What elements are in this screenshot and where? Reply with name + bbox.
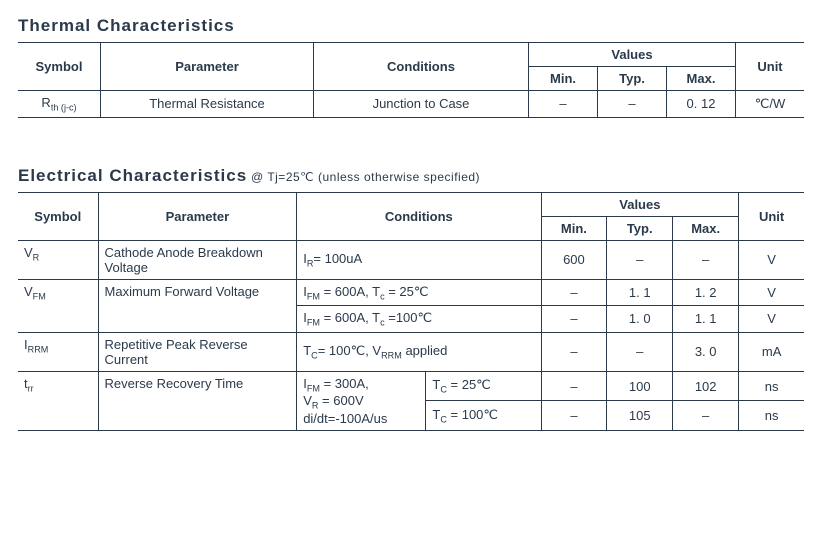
cell-symbol: VR	[18, 240, 98, 279]
cell-conditions: IFM = 600A, Tc = 25℃	[297, 279, 541, 306]
cell-min: –	[541, 371, 607, 401]
th-parameter: Parameter	[101, 43, 314, 91]
cell-conditions: TC= 100℃, VRRM applied	[297, 332, 541, 371]
cell-parameter: Reverse Recovery Time	[98, 371, 297, 430]
cell-typ: –	[607, 332, 673, 371]
cell-unit: V	[739, 279, 804, 306]
cell-max: 3. 0	[673, 332, 739, 371]
th-values: Values	[541, 192, 739, 216]
th-max: Max.	[667, 67, 736, 91]
cell-max: 0. 12	[667, 91, 736, 118]
th-parameter: Parameter	[98, 192, 297, 240]
th-unit: Unit	[736, 43, 805, 91]
thermal-table: Symbol Parameter Conditions Values Unit …	[18, 42, 804, 118]
cell-parameter: Cathode Anode Breakdown Voltage	[98, 240, 297, 279]
cell-min: –	[541, 306, 607, 333]
th-typ: Typ.	[607, 216, 673, 240]
cell-typ: –	[598, 91, 667, 118]
table-row: IRRM Repetitive Peak Reverse Current TC=…	[18, 332, 804, 371]
cell-unit: mA	[739, 332, 804, 371]
th-symbol: Symbol	[18, 43, 101, 91]
th-conditions: Conditions	[297, 192, 541, 240]
th-min: Min.	[529, 67, 598, 91]
cell-parameter: Thermal Resistance	[101, 91, 314, 118]
cell-conditions: Junction to Case	[314, 91, 529, 118]
th-min: Min.	[541, 216, 607, 240]
cell-min: –	[541, 332, 607, 371]
cell-unit: V	[739, 240, 804, 279]
th-unit: Unit	[739, 192, 804, 240]
cell-conditions-right: TC = 25℃	[426, 371, 541, 401]
cell-typ: 1. 0	[607, 306, 673, 333]
cell-min: –	[541, 279, 607, 306]
cell-typ: 1. 1	[607, 279, 673, 306]
cell-max: –	[673, 401, 739, 431]
electrical-title: Electrical Characteristics @ Tj=25℃ (unl…	[18, 166, 804, 186]
cell-symbol: IRRM	[18, 332, 98, 371]
cell-max: –	[673, 240, 739, 279]
cell-parameter: Maximum Forward Voltage	[98, 279, 297, 332]
cell-typ: 100	[607, 371, 673, 401]
cell-unit: ℃/W	[736, 91, 805, 118]
cell-parameter: Repetitive Peak Reverse Current	[98, 332, 297, 371]
th-typ: Typ.	[598, 67, 667, 91]
cell-min: –	[541, 401, 607, 431]
cell-max: 1. 1	[673, 306, 739, 333]
cell-conditions: IR= 100uA	[297, 240, 541, 279]
cell-conditions-left: IFM = 300A, VR = 600V di/dt=-100A/us	[297, 371, 426, 430]
cell-min: –	[529, 91, 598, 118]
electrical-table: Symbol Parameter Conditions Values Unit …	[18, 192, 804, 431]
cell-unit: ns	[739, 401, 804, 431]
cell-typ: –	[607, 240, 673, 279]
cell-symbol: Rth (j-c)	[18, 91, 101, 118]
cell-unit: V	[739, 306, 804, 333]
thermal-title: Thermal Characteristics	[18, 16, 804, 36]
cell-conditions: IFM = 600A, Tc =100℃	[297, 306, 541, 333]
cell-max: 1. 2	[673, 279, 739, 306]
th-values: Values	[529, 43, 736, 67]
table-row: VFM Maximum Forward Voltage IFM = 600A, …	[18, 279, 804, 306]
cell-min: 600	[541, 240, 607, 279]
th-conditions: Conditions	[314, 43, 529, 91]
table-row: trr Reverse Recovery Time IFM = 300A, VR…	[18, 371, 804, 401]
cell-typ: 105	[607, 401, 673, 431]
table-row: VR Cathode Anode Breakdown Voltage IR= 1…	[18, 240, 804, 279]
cell-max: 102	[673, 371, 739, 401]
table-row: Rth (j-c) Thermal Resistance Junction to…	[18, 91, 804, 118]
cell-unit: ns	[739, 371, 804, 401]
cell-symbol: VFM	[18, 279, 98, 332]
cell-conditions-right: TC = 100℃	[426, 401, 541, 431]
cell-symbol: trr	[18, 371, 98, 430]
th-max: Max.	[673, 216, 739, 240]
th-symbol: Symbol	[18, 192, 98, 240]
